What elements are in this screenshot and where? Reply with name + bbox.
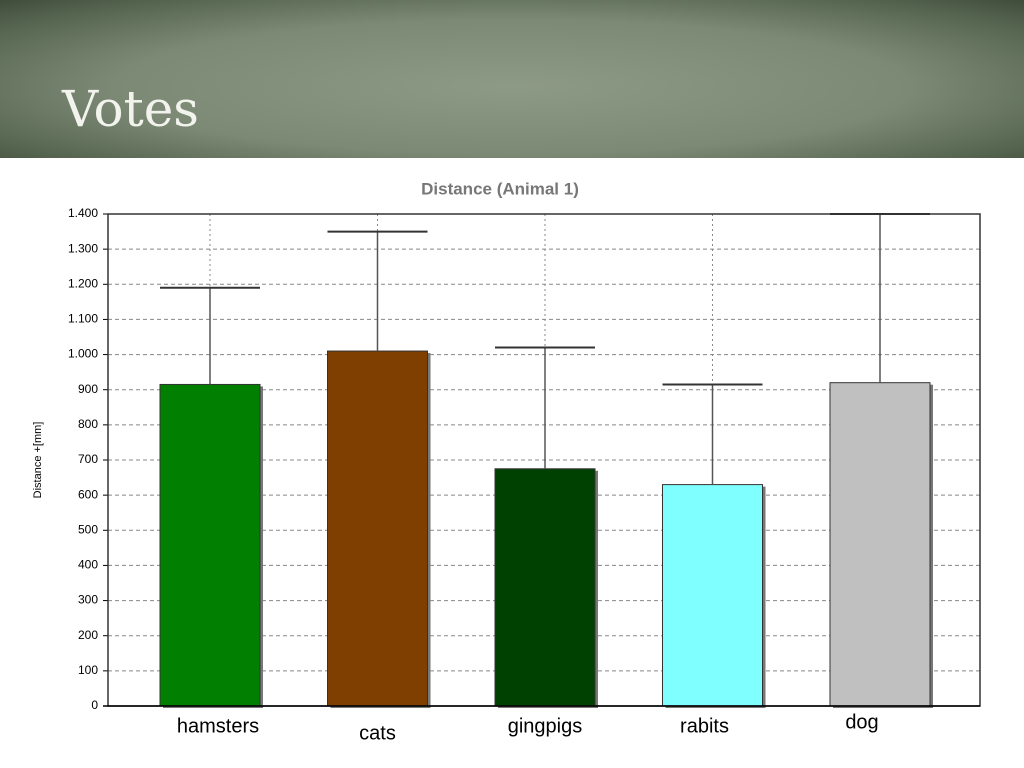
y-tick-label: 900 [78, 382, 98, 396]
y-tick-label: 600 [78, 487, 98, 501]
y-tick-label: 1.300 [68, 241, 98, 255]
y-tick-label: 800 [78, 417, 98, 431]
x-tick-label: cats [359, 722, 396, 744]
y-tick-label: 400 [78, 558, 98, 572]
bar [327, 350, 428, 707]
y-tick-label: 100 [78, 663, 98, 677]
chart: Distance (Animal 1) Distance +[mm] 0 100 2… [32, 179, 981, 744]
y-tick-label: 1.100 [68, 312, 98, 326]
x-tick-label: hamsters [177, 715, 259, 737]
y-tick-label: 1.400 [68, 206, 98, 220]
slide-title: Votes [62, 80, 199, 138]
chart-title: Distance (Animal 1) [421, 179, 579, 198]
x-tick-label: rabits [680, 715, 729, 737]
bar [662, 484, 763, 707]
bar [494, 468, 596, 707]
y-tick-label: 300 [78, 593, 98, 607]
y-axis-label: Distance +[mm] [32, 422, 44, 499]
y-tick-label: 1.000 [68, 347, 98, 361]
y-tick-label: 700 [78, 452, 98, 466]
bar [829, 382, 931, 707]
bar [159, 383, 261, 707]
x-tick-label: dog [845, 711, 878, 733]
y-tick-label: 500 [78, 522, 98, 536]
x-tick-label: gingpigs [508, 715, 583, 737]
y-tick-label: 1.200 [68, 276, 98, 290]
slide-header: Votes [0, 0, 1024, 158]
y-tick-label: 0 [91, 698, 98, 712]
y-tick-label: 200 [78, 628, 98, 642]
